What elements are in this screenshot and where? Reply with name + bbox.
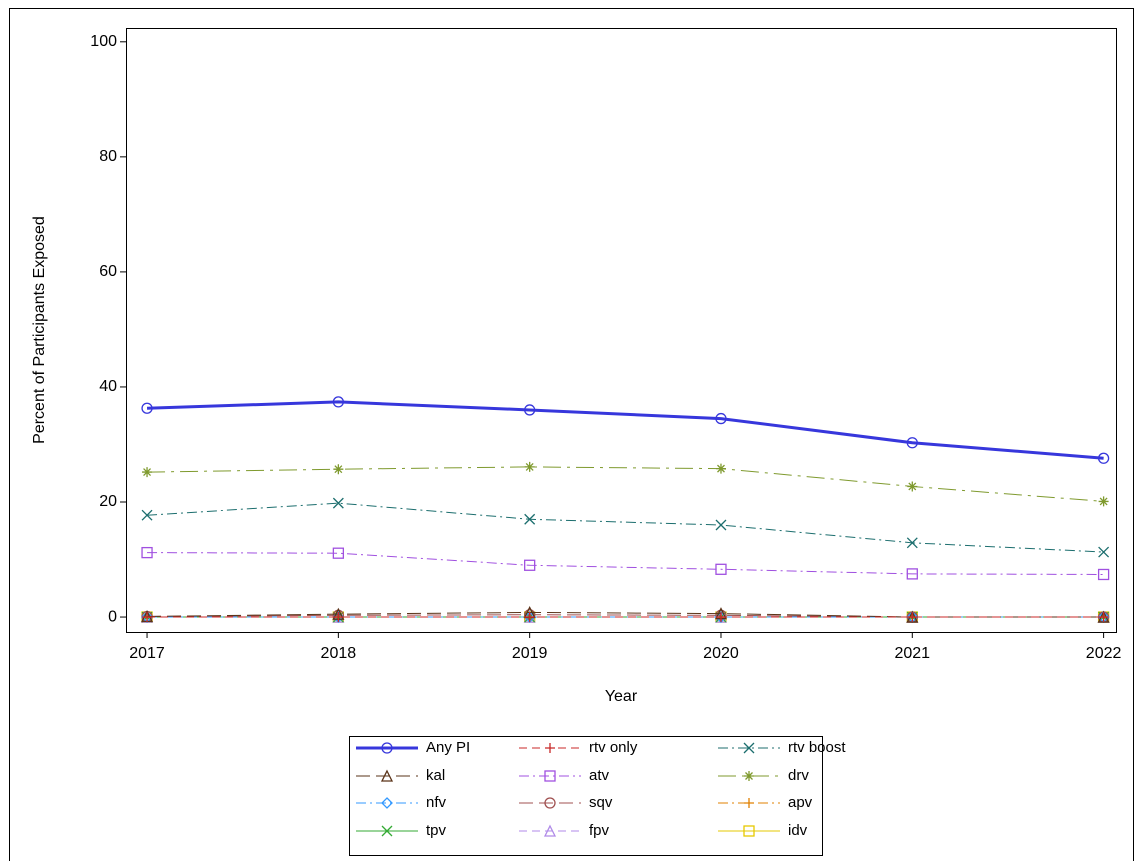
marker [715,412,727,425]
x-tick-label: 2022 [1086,645,1122,662]
legend-label: Any PI [426,739,470,756]
plot-frame [126,28,1117,633]
marker [332,497,344,509]
marker [1098,546,1110,558]
marker [1098,496,1109,507]
marker [1097,452,1110,464]
legend-label: kal [426,767,445,784]
legend-label: tpv [426,822,447,839]
marker [906,537,918,549]
legend-label: atv [589,767,610,784]
marker [332,547,345,559]
y-tick-label: 60 [99,263,117,280]
outer-frame [9,8,1134,861]
x-tick-label: 2017 [129,645,165,662]
marker [333,464,344,475]
legend-marker [744,771,754,781]
legend-box [349,736,823,856]
marker [524,404,536,416]
marker [141,546,153,559]
legend-marker [381,742,393,754]
legend-label: sqv [589,794,613,811]
marker [332,396,345,408]
marker [715,519,727,531]
x-tick-label: 2019 [512,645,548,662]
legend-marker [744,798,754,808]
marker [715,463,726,474]
marker [715,563,727,575]
marker [142,467,153,478]
y-axis-label: Percent of Participants Exposed [31,216,48,444]
legend-label: apv [788,794,813,811]
marker [524,461,535,472]
legend-label: rtv only [589,739,638,756]
legend-marker [381,797,393,809]
marker [1097,568,1110,581]
legend-marker [545,743,555,753]
legend-label: idv [788,822,808,839]
marker [907,481,918,492]
marker [524,513,536,525]
marker [906,437,918,449]
legend: Any PI rtv only rtv boost kal atv drv nfv sqv ap… [356,739,846,839]
y-tick-label: 40 [99,378,117,395]
legend-label: drv [788,767,809,784]
marker [1098,612,1109,623]
marker [906,568,918,580]
legend-marker [544,797,556,809]
marker [333,612,344,623]
series-line [147,466,1104,502]
y-tick-label: 20 [99,493,117,510]
marker [524,559,536,571]
marker [907,612,918,623]
legend-marker [743,742,755,754]
series-line [147,611,1104,618]
legend-marker [743,825,755,837]
y-tick-label: 100 [90,33,117,50]
legend-label: nfv [426,794,447,811]
legend-marker [381,825,393,837]
series-line [147,502,1104,553]
legend-marker [543,824,557,837]
legend-label: fpv [589,822,610,839]
marker [715,612,726,623]
y-tick-label: 0 [108,608,117,625]
series-line [147,552,1104,575]
marker [141,509,153,521]
x-tick-label: 2021 [894,645,930,662]
legend-marker [544,770,556,782]
series-line [146,400,1104,460]
x-axis-label: Year [605,688,638,705]
marker [142,612,153,623]
x-tick-label: 2020 [703,645,739,662]
legend-marker [380,769,394,782]
y-tick-label: 80 [99,148,117,165]
marker [524,612,535,623]
legend-label: rtv boost [788,739,846,756]
x-tick-label: 2018 [321,645,357,662]
marker [141,402,153,414]
